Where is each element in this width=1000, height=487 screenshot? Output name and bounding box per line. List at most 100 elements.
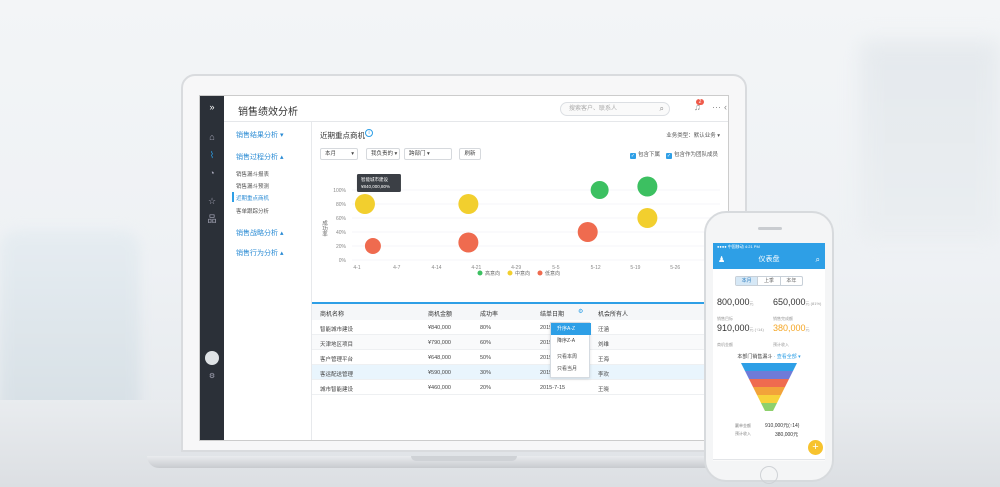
sort-gear-icon[interactable]: ⚙ — [578, 309, 584, 315]
funnel-stage — [757, 395, 781, 403]
laptop-notch — [411, 456, 517, 461]
department-select[interactable]: 跨部门 ▾ — [404, 148, 452, 160]
top-bar: 销售绩效分析 搜索客户、联系人 ⌕ ♫ 2 ··· ‹ — [224, 96, 728, 122]
collapse-icon[interactable]: ‹ — [724, 102, 727, 112]
chart-icon[interactable]: ⌇ — [209, 150, 215, 160]
phone-tab-3[interactable]: ▭通讯 — [780, 460, 802, 461]
cell-amount: ¥840,000 — [428, 325, 451, 331]
checkbox-label: 包含作为团队成员 — [674, 152, 719, 158]
col-header-rate[interactable]: 成功率 — [480, 312, 499, 318]
tab-month[interactable]: 本月 — [736, 277, 759, 285]
col-header-name[interactable]: 商机名称 — [320, 312, 345, 318]
notification-badge: 2 — [696, 99, 704, 105]
phone-speaker — [758, 227, 782, 230]
owner-select[interactable]: 我负责的 ▾ — [366, 148, 400, 160]
laptop: » ⌂ ⌇ ◔ ☆ 品 ⚙ 销售绩效分析 搜索客户、联系人 ⌕ ♫ 2 ··· … — [147, 74, 781, 468]
phone-tab-2[interactable]: ▥报表 — [758, 460, 780, 461]
funnel-stage — [749, 379, 789, 387]
x-tick-label: 4-14 — [432, 265, 442, 271]
search-input[interactable]: 搜索客户、联系人 ⌕ — [560, 102, 670, 116]
nav-group-process[interactable]: 销售过程分析 ▴ — [236, 154, 284, 161]
tooltip-value: ¥840,000,80% — [361, 184, 390, 189]
nav-item-key-opportunities[interactable]: 近期重点商机 — [236, 196, 270, 202]
funnel-value-1: 910,000元(↑14) — [765, 423, 800, 429]
phone-tab-0[interactable]: ⌂首页 — [713, 460, 735, 461]
filter-option-month[interactable]: 只看当月 — [557, 366, 578, 372]
y-tick-label: 40% — [336, 230, 347, 236]
laptop-base — [147, 456, 781, 468]
checkbox-checked-icon: ✓ — [666, 153, 672, 159]
tab-year[interactable]: 本年 — [786, 278, 797, 284]
nav-item-funnel-report[interactable]: 销售漏斗报表 — [236, 172, 270, 178]
include-team-checkbox[interactable]: ✓ 包含作为团队成员 — [666, 150, 718, 159]
stat-completed: 650,000元 (81%) 销售完成额 — [773, 297, 822, 321]
search-icon[interactable]: ⌕ — [659, 104, 664, 113]
user-icon[interactable]: ♟ — [718, 255, 726, 264]
phone-home-button[interactable] — [760, 466, 778, 484]
chevron-down-icon: ▾ — [351, 151, 354, 157]
cell-amount: ¥460,000 — [428, 385, 451, 391]
include-subordinates-checkbox[interactable]: ✓ 包含下属 — [630, 150, 660, 159]
funnel-link[interactable]: · 查看全部 ▾ — [773, 354, 801, 360]
cell-amount: ¥590,000 — [428, 370, 451, 376]
col-header-owner[interactable]: 机会所有人 — [598, 312, 629, 318]
y-axis-label: 成功率 — [321, 219, 328, 238]
nav-item-order-tracking[interactable]: 客单跟踪分析 — [236, 209, 270, 215]
sort-option-asc[interactable]: 升序A-Z — [551, 323, 591, 335]
checkbox-checked-icon: ✓ — [630, 153, 636, 159]
funnel-stage — [761, 403, 777, 411]
period-select[interactable]: 本月 ▾ — [320, 148, 358, 160]
org-icon[interactable]: 品 — [207, 214, 217, 224]
nav-group-strategy[interactable]: 销售战略分析 ▴ — [236, 230, 284, 237]
phone-screen: ●●●● 中国移动 4:21 PM ♟ 仪表盘 ⌕ 本月 上季 本年 800,0… — [713, 243, 825, 461]
refresh-button[interactable]: 刷新 — [459, 148, 481, 160]
home-icon[interactable]: ⌂ — [209, 132, 215, 142]
col-header-amount[interactable]: 商机金额 — [428, 312, 453, 318]
funnel-stage — [753, 387, 785, 395]
bubble-point — [590, 181, 609, 199]
table-row[interactable]: 城市智能建设 ¥460,000 20% 2015-7-15 王晓 — [312, 380, 728, 395]
sort-option-desc[interactable]: 降序Z-A — [557, 338, 576, 344]
bubble-point — [458, 194, 479, 214]
cell-name: 客户管理平台 — [320, 357, 354, 363]
bell-icon[interactable]: ♫ — [694, 102, 701, 112]
phone-period-tabs: 本月 上季 本年 — [735, 276, 803, 286]
settings-icon[interactable]: ⚙ — [208, 373, 216, 380]
bubble-point — [577, 222, 598, 242]
expand-icon[interactable]: » — [209, 102, 215, 112]
avatar[interactable] — [200, 348, 224, 366]
cell-name: 天津地区项目 — [320, 342, 354, 348]
checkbox-label: 包含下属 — [638, 152, 661, 158]
nav-group-behavior[interactable]: 销售行为分析 ▴ — [236, 250, 284, 257]
cell-owner: 王海 — [598, 357, 610, 363]
cell-rate: 60% — [480, 340, 492, 346]
add-button[interactable]: + — [808, 440, 823, 455]
more-icon[interactable]: ··· — [712, 102, 721, 112]
nav-item-funnel-forecast[interactable]: 销售漏斗预测 — [236, 184, 270, 190]
laptop-screen: » ⌂ ⌇ ◔ ☆ 品 ⚙ 销售绩效分析 搜索客户、联系人 ⌕ ♫ 2 ··· … — [199, 95, 729, 441]
nav-group-result[interactable]: 销售结果分析 ▾ — [236, 132, 284, 139]
phone-title: 仪表盘 — [758, 256, 780, 263]
tab-quarter[interactable]: 上季 — [758, 277, 781, 285]
funnel-chart — [741, 363, 797, 411]
col-header-date[interactable]: 结单日期 — [540, 312, 565, 318]
chart-title: 近期重点商机 — [320, 131, 365, 140]
cell-rate: 20% — [480, 385, 492, 391]
pie-icon[interactable]: ◔ — [209, 168, 215, 178]
phone-tab-4[interactable]: ♙我的 — [803, 460, 825, 461]
phone-tab-1[interactable]: ◯活动 — [735, 460, 757, 461]
funnel-legend-2: 预计收入 — [735, 431, 751, 436]
star-icon[interactable]: ☆ — [207, 196, 217, 206]
bubble-chart: 0% 20% 40% 60% 80% 100% 4-1 4-7 4-14 4-21 4-29 5-5 5… — [321, 174, 720, 277]
info-icon[interactable]: i — [365, 129, 373, 137]
x-tick-label: 5-26 — [670, 265, 680, 271]
cell-owner: 刘维 — [598, 342, 610, 348]
y-tick-label: 20% — [336, 244, 347, 250]
business-type-select[interactable]: 业务类型：默认业务 ▾ — [666, 133, 720, 139]
search-icon[interactable]: ⌕ — [815, 255, 820, 264]
filter-option-week[interactable]: 只看本周 — [557, 354, 578, 360]
